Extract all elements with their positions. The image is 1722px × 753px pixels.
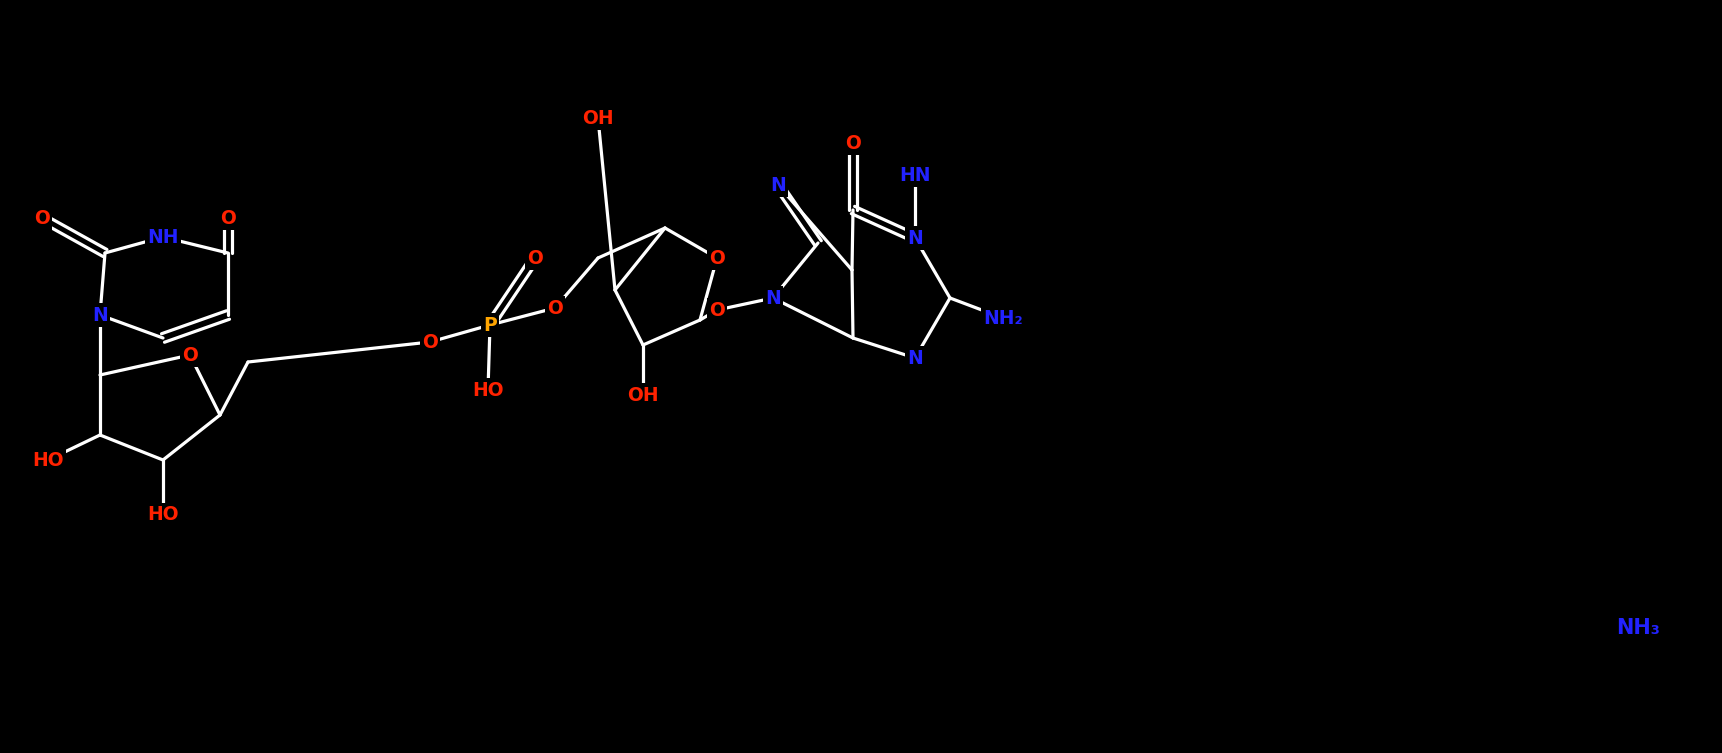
Text: NH: NH [148,227,179,246]
Text: NH₃: NH₃ [1615,618,1660,638]
Text: HO: HO [146,505,179,525]
Text: O: O [422,333,437,352]
Text: OH: OH [582,108,613,127]
Text: N: N [907,349,923,367]
Text: O: O [709,300,725,319]
Text: NH₂: NH₂ [983,309,1023,328]
Text: O: O [846,133,861,153]
Text: HO: HO [472,380,505,400]
Text: O: O [709,248,725,267]
Text: OH: OH [627,386,660,404]
Text: P: P [484,316,498,334]
Text: O: O [220,209,236,227]
Text: O: O [183,346,198,364]
Text: N: N [770,175,785,194]
Text: O: O [34,209,50,227]
Text: HO: HO [33,450,64,470]
Text: N: N [91,306,108,325]
Text: O: O [548,298,563,318]
Text: N: N [765,288,780,307]
Text: N: N [907,228,923,248]
Text: HN: HN [899,166,932,184]
Text: O: O [527,248,542,267]
